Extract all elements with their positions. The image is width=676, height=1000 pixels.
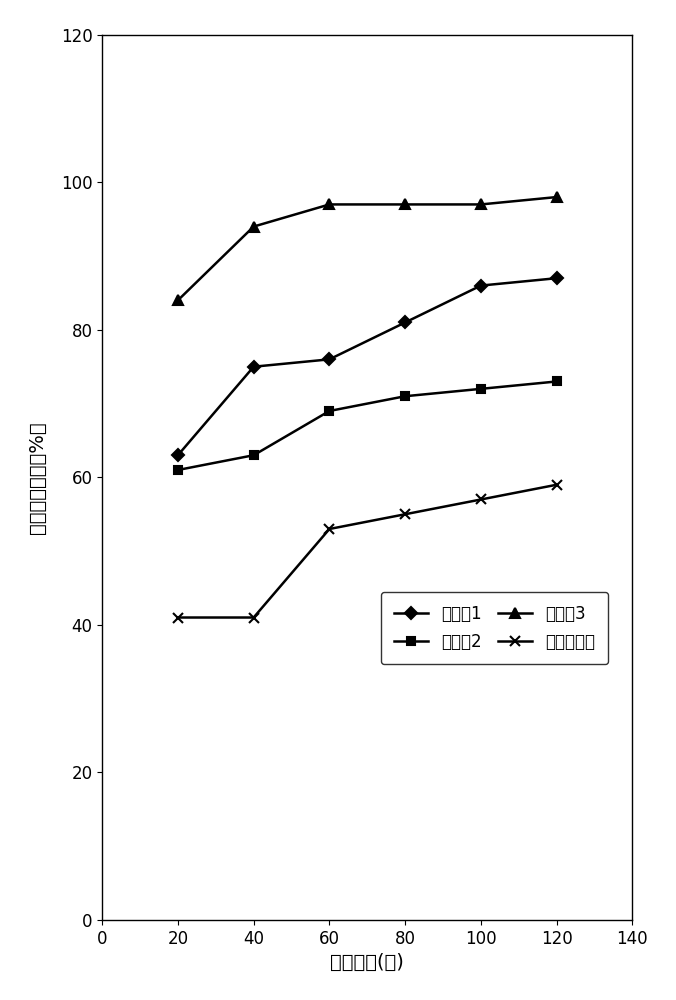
实施例2: [477, 383, 485, 395]
实施例2: [174, 464, 182, 476]
实施例2: [325, 405, 333, 417]
实施例3: [174, 294, 182, 306]
市售某品牌: [552, 479, 560, 491]
实施例1: [401, 316, 409, 328]
市售某品牌: [174, 612, 182, 624]
Line: 实施例3: 实施例3: [173, 192, 562, 305]
Legend: 实施例1, 实施例2, 实施例3, 市售某品牌: 实施例1, 实施例2, 实施例3, 市售某品牌: [381, 592, 608, 664]
实施例1: [477, 280, 485, 292]
Line: 市售某品牌: 市售某品牌: [173, 480, 562, 622]
实施例3: [477, 198, 485, 210]
实施例1: [174, 449, 182, 461]
实施例1: [552, 272, 560, 284]
市售某品牌: [477, 493, 485, 505]
Y-axis label: 絮凝剂溶解率（%）: 絮凝剂溶解率（%）: [28, 421, 47, 534]
实施例2: [552, 375, 560, 387]
实施例1: [249, 361, 258, 373]
实施例3: [325, 198, 333, 210]
实施例1: [325, 353, 333, 365]
实施例2: [401, 390, 409, 402]
实施例3: [401, 198, 409, 210]
市售某品牌: [325, 523, 333, 535]
实施例3: [552, 191, 560, 203]
Line: 实施例1: 实施例1: [174, 274, 561, 459]
实施例2: [249, 449, 258, 461]
实施例3: [249, 221, 258, 233]
Line: 实施例2: 实施例2: [174, 377, 561, 474]
X-axis label: 处理时间(月): 处理时间(月): [331, 953, 404, 972]
市售某品牌: [401, 508, 409, 520]
市售某品牌: [249, 612, 258, 624]
